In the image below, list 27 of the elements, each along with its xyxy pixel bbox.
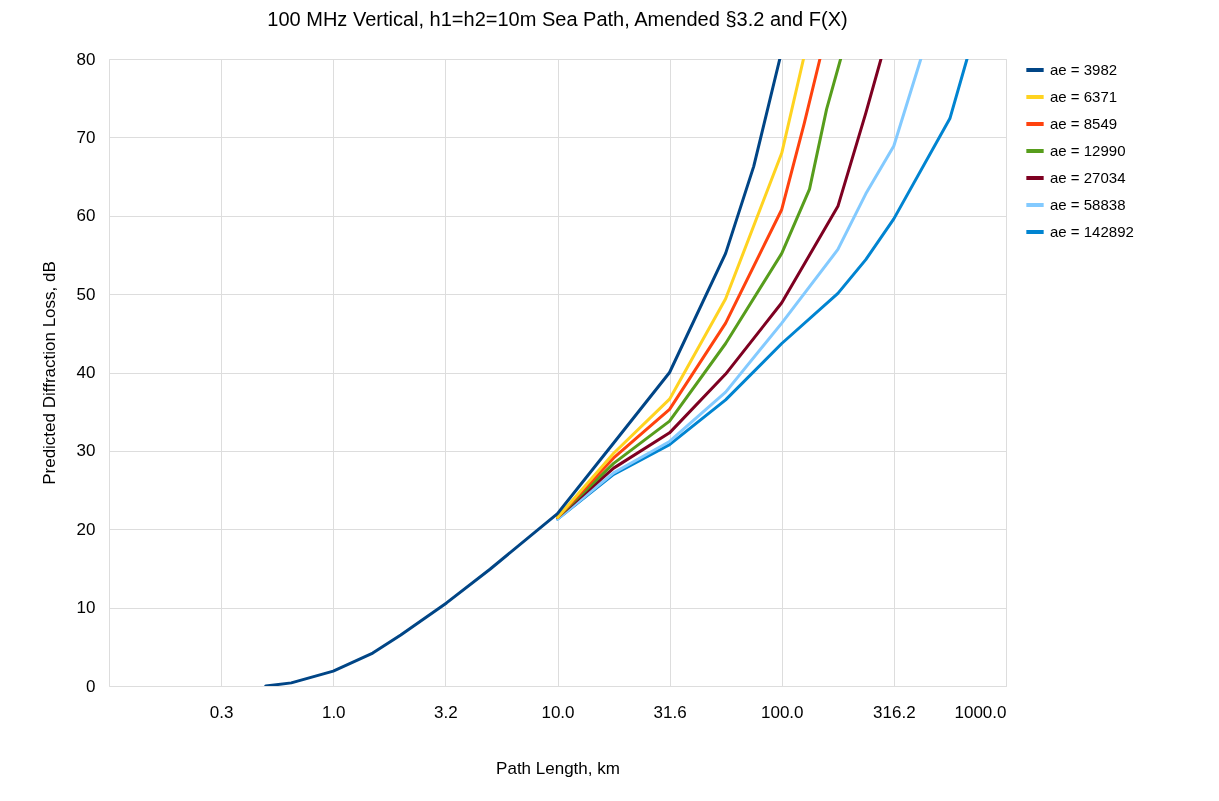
x-tick-label: 0.3 [209,702,234,722]
legend-label: ae = 12990 [1050,142,1126,159]
x-tick-label: 31.6 [653,702,687,722]
y-tick-label: 40 [76,363,96,382]
x-axis-title: Path Length, km [496,758,620,778]
legend-label: ae = 27034 [1050,169,1126,186]
y-tick-label: 80 [76,49,96,69]
chart-title: 100 MHz Vertical, h1=h2=10m Sea Path, Amended §3.2 and F(X) [267,8,848,30]
x-tick-label: 100.0 [760,702,804,722]
x-tick-label: 1.0 [321,702,346,722]
y-axis-title: Predicted Diffraction Loss, dB [39,261,59,485]
y-tick-label: 20 [76,519,96,539]
y-tick-label: 30 [76,441,96,461]
legend-label: ae = 8549 [1050,115,1118,132]
x-tick-label: 3.2 [434,702,458,722]
legend-label: ae = 58838 [1050,196,1126,213]
legend-label: ae = 3982 [1050,61,1118,78]
x-tick-label: 316.2 [873,702,916,722]
y-tick-label: 10 [76,598,96,618]
x-tick-label: 10.0 [541,702,575,722]
y-tick-label: 0 [86,676,96,696]
y-tick-label: 50 [76,284,96,304]
x-tick-label: 1000.0 [954,702,1007,722]
y-tick-label: 70 [76,127,96,147]
y-tick-label: 60 [76,206,96,226]
legend-label: ae = 142892 [1050,223,1134,240]
legend-label: ae = 6371 [1050,88,1118,105]
